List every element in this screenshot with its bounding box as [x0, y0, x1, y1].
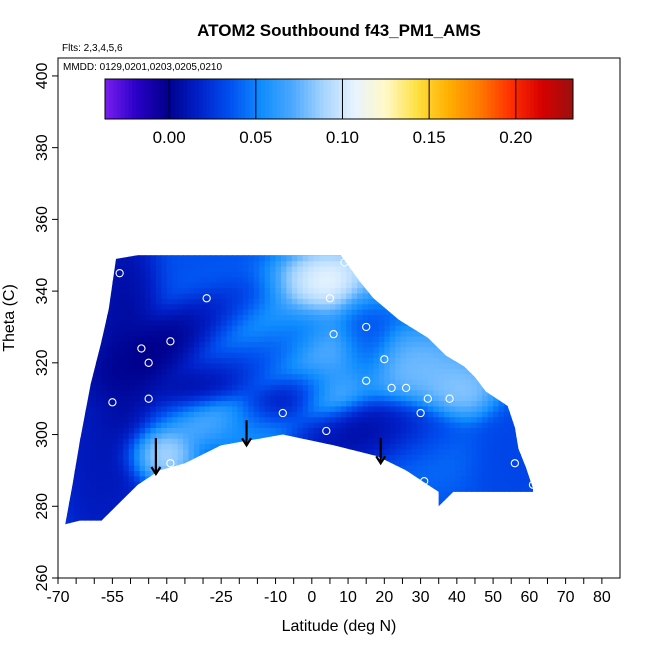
sample-point [362, 376, 371, 385]
y-tick-label: 320 [34, 349, 51, 376]
sample-point [322, 426, 331, 436]
sample-point [420, 477, 429, 486]
sample-point [144, 358, 153, 367]
y-tick-label: 280 [34, 493, 51, 520]
y-tick-label: 340 [34, 278, 51, 305]
x-tick-label: -55 [101, 589, 124, 606]
sample-point [202, 294, 211, 303]
arrow-head [241, 437, 252, 448]
sample-point [325, 294, 335, 303]
colorbar-tick-label: 0.10 [326, 128, 359, 147]
sample-point [445, 394, 454, 403]
x-tick-label: 60 [520, 589, 538, 606]
x-tick-label: 70 [557, 589, 575, 606]
arrow-head [150, 466, 162, 477]
colorbar-tick-label: 0.05 [239, 128, 272, 147]
sample-point [108, 398, 117, 407]
x-tick-label: 20 [375, 589, 393, 606]
x-tick-label: 80 [593, 589, 611, 606]
sample-point [401, 383, 411, 393]
dates-label: MMDD: 0129,0201,0203,0205,0210 [63, 62, 222, 73]
sample-point [137, 344, 146, 353]
colorbar-frame [104, 78, 574, 120]
x-axis: -70 -55 -40 -25 -10 0 10 20 30 40 50 60 70 80 [46, 578, 611, 606]
x-tick-label: 10 [339, 589, 357, 606]
sample-point [144, 394, 153, 403]
colorbar-tick-label: 0.00 [153, 128, 186, 147]
sample-point [380, 355, 389, 364]
sample-point [329, 329, 338, 339]
sample-point [362, 322, 371, 332]
sample-point [166, 337, 175, 346]
y-axis: 260 280 300 320 340 360 380 400 [34, 62, 58, 591]
x-tick-label: 40 [448, 589, 466, 606]
sample-points [108, 258, 538, 489]
y-tick-label: 360 [34, 206, 51, 233]
y-axis-label: Theta (C) [1, 284, 18, 352]
x-axis-label: Latitude (deg N) [282, 618, 397, 635]
x-tick-label: -40 [155, 589, 178, 606]
sample-point [340, 258, 349, 267]
sample-point [510, 459, 520, 468]
plot-frame [57, 57, 621, 579]
x-tick-label: 50 [484, 589, 502, 606]
sample-point [387, 383, 396, 393]
x-tick-label: 0 [307, 589, 316, 606]
sample-point [115, 269, 124, 278]
x-tick-label: 30 [412, 589, 430, 606]
sample-point [423, 394, 432, 403]
heatmap-field [65, 255, 533, 525]
arrow-head [375, 455, 387, 466]
y-tick-label: 300 [34, 421, 51, 448]
sample-point [278, 408, 287, 418]
x-tick-label: -10 [264, 589, 287, 606]
sample-point [416, 408, 425, 418]
flights-label: Flts: 2,3,4,5,6 [62, 43, 123, 54]
x-tick-label: -70 [46, 589, 69, 606]
colorbar: 0.00 0.05 0.10 0.15 0.20 [104, 78, 574, 147]
colorbar-tick-label: 0.15 [413, 128, 446, 147]
colorbar-tick-label: 0.20 [499, 128, 532, 147]
sample-point [166, 459, 175, 468]
y-tick-label: 260 [34, 565, 51, 592]
y-tick-label: 400 [34, 62, 51, 89]
sample-point [528, 480, 538, 489]
chart-title: ATOM2 Southbound f43_PM1_AMS [197, 21, 481, 40]
x-tick-label: -25 [210, 589, 233, 606]
y-tick-label: 380 [34, 134, 51, 161]
arrow-annotations [150, 420, 387, 477]
